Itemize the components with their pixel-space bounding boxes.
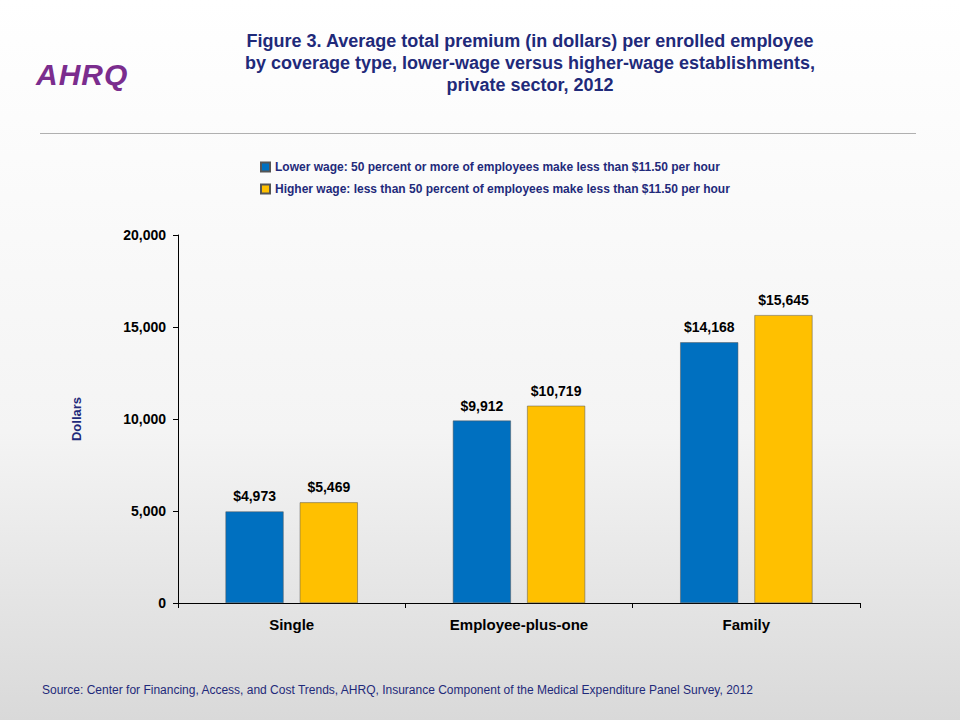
svg-text:$4,973: $4,973 — [233, 488, 276, 504]
html-text:AHRQ: AHRQ — [36, 58, 129, 91]
svg-text:Employee-plus-one: Employee-plus-one — [450, 616, 588, 633]
html-text:Figure 3. Average total premiu: Figure 3. Average total premium (in doll… — [244, 31, 816, 95]
svg-text:5,000: 5,000 — [131, 503, 166, 519]
svg-text:20,000: 20,000 — [123, 227, 166, 243]
html-text:Source: Center for Financing,: Source: Center for Financing, Access, an… — [42, 683, 753, 697]
svg-text:0: 0 — [158, 595, 166, 611]
svg-text:$5,469: $5,469 — [307, 479, 350, 495]
svg-text:Higher wage: less than 50 perc: Higher wage: less than 50 percent of emp… — [275, 182, 730, 196]
svg-text:Dollars: Dollars — [69, 397, 84, 441]
svg-text:$9,912: $9,912 — [460, 398, 503, 414]
svg-text:$14,168: $14,168 — [684, 319, 735, 335]
svg-text:$10,719: $10,719 — [531, 383, 582, 399]
svg-text:Lower wage: 50 percent or more: Lower wage: 50 percent or more of employ… — [275, 160, 720, 174]
svg-text:15,000: 15,000 — [123, 319, 166, 335]
svg-text:Single: Single — [269, 616, 314, 633]
svg-text:$15,645: $15,645 — [758, 292, 809, 308]
svg-text:10,000: 10,000 — [123, 411, 166, 427]
svg-text:Family: Family — [723, 616, 771, 633]
